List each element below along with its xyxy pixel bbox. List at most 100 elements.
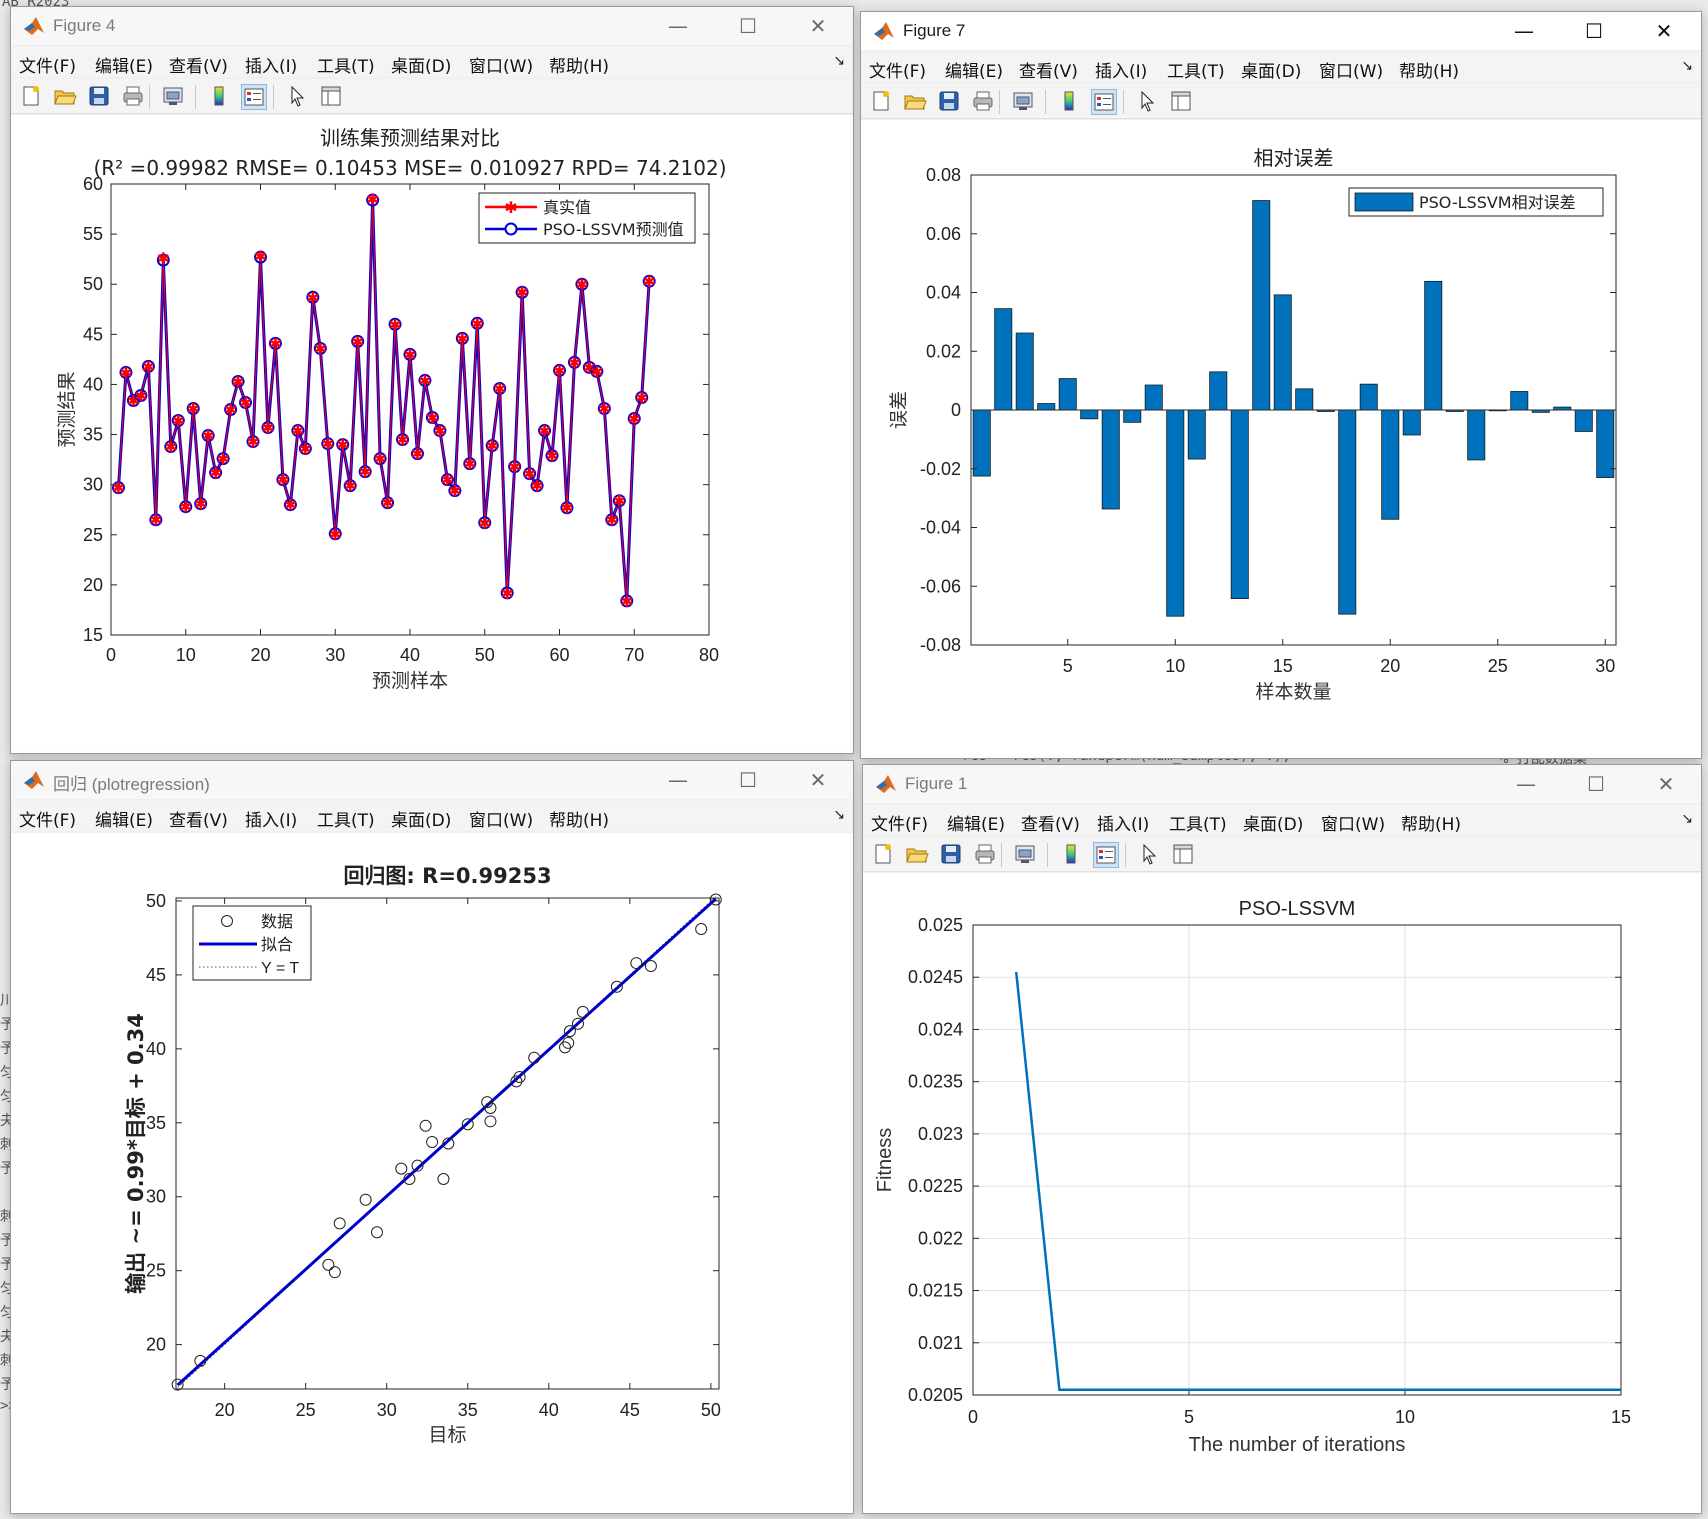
- new-figure-button[interactable]: [19, 84, 45, 110]
- pointer-button[interactable]: [1135, 89, 1161, 115]
- menu-item[interactable]: 窗口(W): [1321, 815, 1386, 835]
- print-preview-button[interactable]: [161, 84, 187, 110]
- menu-item[interactable]: 工具(T): [1169, 815, 1227, 835]
- menu-item[interactable]: 查看(V): [1021, 815, 1080, 835]
- save-button[interactable]: [87, 84, 113, 110]
- close-button[interactable]: ✕: [1655, 19, 1673, 43]
- menu-item[interactable]: 文件(F): [19, 57, 77, 77]
- property-editor-button[interactable]: [1169, 89, 1195, 115]
- figure-canvas[interactable]: 20 25 30 35 40 45 50 20 25 30 35 40 45 50 回归图: R=0.992…: [11, 833, 853, 1513]
- new-figure-button[interactable]: [871, 842, 897, 868]
- menu-item[interactable]: 窗口(W): [469, 57, 534, 77]
- maximize-button[interactable]: ☐: [1587, 772, 1605, 796]
- open-file-button[interactable]: [53, 84, 79, 110]
- maximize-button[interactable]: ☐: [739, 768, 757, 792]
- save-button[interactable]: [939, 842, 965, 868]
- print-preview-button[interactable]: [1013, 842, 1039, 868]
- property-editor-button[interactable]: [1171, 842, 1197, 868]
- menu-item[interactable]: 窗口(W): [1319, 62, 1384, 82]
- menu-item[interactable]: 插入(I): [245, 57, 298, 77]
- figure-canvas[interactable]: 0 10 20 30 40 50 60 70 80 15 20 25 30 35 40 45 50 55 60 训练集…: [11, 115, 853, 753]
- dock-arrow-icon[interactable]: ↘: [1681, 811, 1693, 827]
- menu-item[interactable]: 帮助(H): [1401, 815, 1462, 835]
- figure-4-window[interactable]: Figure 4 — ☐ ✕ 文件(F) 编辑(E) 查看(V) 插入(I) 工具(T)…: [10, 6, 854, 754]
- menu-item[interactable]: 工具(T): [317, 57, 375, 77]
- y-tick-label: 0.0235: [908, 1072, 963, 1092]
- minimize-button[interactable]: —: [668, 768, 688, 792]
- data-point: [562, 1036, 575, 1049]
- prediction-point: [358, 465, 372, 479]
- menu-item[interactable]: 编辑(E): [947, 815, 1006, 835]
- close-button[interactable]: ✕: [809, 14, 827, 38]
- menu-item[interactable]: 编辑(E): [95, 57, 154, 77]
- minimize-button[interactable]: —: [1514, 19, 1534, 43]
- print-button[interactable]: [973, 842, 999, 868]
- print-preview-button[interactable]: [1011, 89, 1037, 115]
- x-tick-label: 40: [400, 645, 420, 665]
- regression-window[interactable]: 回归 (plotregression) — ☐ ✕ 文件(F) 编辑(E) 查看(V…: [10, 760, 854, 1514]
- menu-item[interactable]: 插入(I): [1097, 815, 1150, 835]
- menu-item[interactable]: 桌面(D): [1243, 815, 1304, 835]
- true-value-point: ✱: [157, 249, 170, 268]
- menu-item[interactable]: 文件(F): [869, 62, 927, 82]
- minimize-button[interactable]: —: [1516, 772, 1536, 796]
- figure-1-window[interactable]: Figure 1 — ☐ ✕ 文件(F) 编辑(E) 查看(V) 插入(I) 工具(T)…: [862, 764, 1702, 1514]
- figure-canvas[interactable]: 5 10 15 20 25 30 -0.08 -0.06 -0.04 -0.02 0 0.02 0.04…: [861, 120, 1701, 758]
- print-button[interactable]: [121, 84, 147, 110]
- fitness-line: [1014, 971, 1621, 1392]
- maximize-button[interactable]: ☐: [1585, 19, 1603, 43]
- legend-button[interactable]: [1093, 842, 1119, 868]
- menu-item[interactable]: 文件(F): [19, 811, 77, 831]
- colorbar-button[interactable]: [1057, 89, 1083, 115]
- open-file-button[interactable]: [905, 842, 931, 868]
- figure-7-window[interactable]: Figure 7 — ☐ ✕ 文件(F) 编辑(E) 查看(V) 插入(I) 工具(T)…: [860, 11, 1702, 759]
- menu-item[interactable]: 工具(T): [317, 811, 375, 831]
- pointer-button[interactable]: [1137, 842, 1163, 868]
- new-figure-button[interactable]: [869, 89, 895, 115]
- print-button[interactable]: [971, 89, 997, 115]
- colorbar-button[interactable]: [207, 84, 233, 110]
- save-button[interactable]: [937, 89, 963, 115]
- title-bar[interactable]: 回归 (plotregression) — ☐ ✕: [11, 761, 853, 799]
- maximize-button[interactable]: ☐: [739, 14, 757, 38]
- dock-arrow-icon[interactable]: ↘: [833, 53, 845, 69]
- title-bar[interactable]: Figure 7 — ☐ ✕: [861, 12, 1701, 50]
- menu-item[interactable]: 插入(I): [245, 811, 298, 831]
- legend-label: PSO-LSSVM预测值: [543, 220, 684, 239]
- menu-item[interactable]: 编辑(E): [95, 811, 154, 831]
- menu-item[interactable]: 编辑(E): [945, 62, 1004, 82]
- close-button[interactable]: ✕: [809, 768, 827, 792]
- toolbar-separator: [1123, 90, 1124, 114]
- menu-item[interactable]: 帮助(H): [549, 811, 610, 831]
- menu-item[interactable]: 帮助(H): [1399, 62, 1460, 82]
- true-value-point: ✱: [426, 409, 439, 428]
- title-bar[interactable]: Figure 4 — ☐ ✕: [11, 7, 853, 45]
- menu-item[interactable]: 工具(T): [1167, 62, 1225, 82]
- open-file-button[interactable]: [903, 89, 929, 115]
- menu-bar: 文件(F) 编辑(E) 查看(V) 插入(I) 工具(T) 桌面(D) 窗口(W) 帮助(H)…: [861, 52, 1701, 82]
- true-value-point: ✱: [358, 463, 371, 482]
- figure-canvas[interactable]: 0 5 10 15 0.0205 0.021 0.0215 0.022 0.0225 0.023 0…: [863, 873, 1701, 1513]
- menu-item[interactable]: 插入(I): [1095, 62, 1148, 82]
- menu-item[interactable]: 查看(V): [169, 57, 228, 77]
- colorbar-button[interactable]: [1059, 842, 1085, 868]
- menu-item[interactable]: 桌面(D): [391, 57, 452, 77]
- menu-item[interactable]: 桌面(D): [391, 811, 452, 831]
- legend-button[interactable]: [1091, 89, 1117, 115]
- figure-toolbar: [11, 79, 853, 114]
- dock-arrow-icon[interactable]: ↘: [1681, 58, 1693, 74]
- dock-arrow-icon[interactable]: ↘: [833, 807, 845, 823]
- menu-item[interactable]: 查看(V): [169, 811, 228, 831]
- minimize-button[interactable]: —: [668, 14, 688, 38]
- menu-item[interactable]: 查看(V): [1019, 62, 1078, 82]
- legend-button[interactable]: [241, 84, 267, 110]
- data-point: [630, 957, 643, 970]
- menu-item[interactable]: 窗口(W): [469, 811, 534, 831]
- close-button[interactable]: ✕: [1657, 772, 1675, 796]
- menu-item[interactable]: 帮助(H): [549, 57, 610, 77]
- property-editor-button[interactable]: [319, 84, 345, 110]
- menu-item[interactable]: 桌面(D): [1241, 62, 1302, 82]
- pointer-button[interactable]: [285, 84, 311, 110]
- title-bar[interactable]: Figure 1 — ☐ ✕: [863, 765, 1701, 803]
- menu-item[interactable]: 文件(F): [871, 815, 929, 835]
